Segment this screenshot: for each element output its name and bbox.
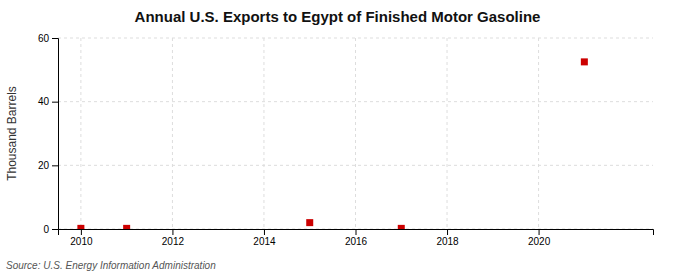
- grid-line-x: [263, 38, 264, 229]
- grid-line-y: [58, 101, 653, 102]
- y-tick-mark: [52, 165, 58, 166]
- x-tick-mark: [81, 229, 82, 235]
- grid-line-x: [538, 38, 539, 229]
- x-tick: 2020: [528, 229, 551, 247]
- x-axis-line: [59, 230, 654, 236]
- point: [306, 219, 313, 226]
- grid-line-x: [172, 38, 173, 229]
- x-tick: 2014: [253, 229, 276, 247]
- source-note: Source: U.S. Energy Information Administ…: [6, 260, 216, 271]
- point: [581, 58, 588, 65]
- x-tick-label: 2010: [70, 236, 93, 247]
- grid: [58, 38, 653, 229]
- y-tick-mark: [52, 102, 58, 103]
- y-tick-label: 20: [38, 160, 50, 171]
- plot-area: 2010 2012 2014 2016 2018 2020 0 20 40 60 Thousand …: [5, 33, 654, 247]
- y-tick: 20: [38, 160, 58, 171]
- x-axis: 2010 2012 2014 2016 2018 2020: [59, 229, 654, 247]
- grid-line-y: [58, 38, 653, 39]
- x-tick-mark: [264, 229, 265, 235]
- x-tick-mark: [356, 229, 357, 235]
- y-tick: 40: [38, 96, 58, 107]
- y-tick-label: 0: [43, 224, 49, 235]
- y-axis-line: [52, 39, 59, 230]
- x-tick: 2010: [70, 229, 93, 247]
- x-tick-mark: [172, 229, 173, 235]
- title: Annual U.S. Exports to Egypt of Finished…: [135, 8, 541, 25]
- y-tick-mark: [52, 229, 58, 230]
- grid-line-y: [58, 165, 653, 166]
- x-tick: 2012: [162, 229, 185, 247]
- x-tick-label: 2012: [162, 236, 185, 247]
- x-tick-label: 2018: [436, 236, 459, 247]
- y-tick-mark: [52, 38, 58, 39]
- x-tick-mark: [539, 229, 540, 235]
- point: [398, 225, 405, 229]
- points: [77, 58, 587, 229]
- y-tick: 0: [43, 224, 58, 235]
- x-tick-label: 2014: [253, 236, 276, 247]
- x-tick: 2016: [345, 229, 368, 247]
- grid-line-x: [447, 38, 448, 229]
- grid-line-x: [355, 38, 356, 229]
- y-axis: 0 20 40 60: [38, 33, 59, 235]
- y-axis-title: Thousand Barrels: [5, 86, 19, 181]
- x-tick-label: 2020: [528, 236, 551, 247]
- x-tick-label: 2016: [345, 236, 368, 247]
- y-tick: 60: [38, 33, 58, 44]
- point: [123, 225, 130, 229]
- x-tick-mark: [447, 229, 448, 235]
- grid-line-x: [80, 38, 81, 229]
- point: [77, 225, 84, 229]
- x-tick: 2018: [436, 229, 459, 247]
- chart: 2010 2012 2014 2016 2018 2020 0 20 40 60 Thousand …: [0, 0, 675, 275]
- y-tick-label: 60: [38, 33, 50, 44]
- y-tick-label: 40: [38, 96, 50, 107]
